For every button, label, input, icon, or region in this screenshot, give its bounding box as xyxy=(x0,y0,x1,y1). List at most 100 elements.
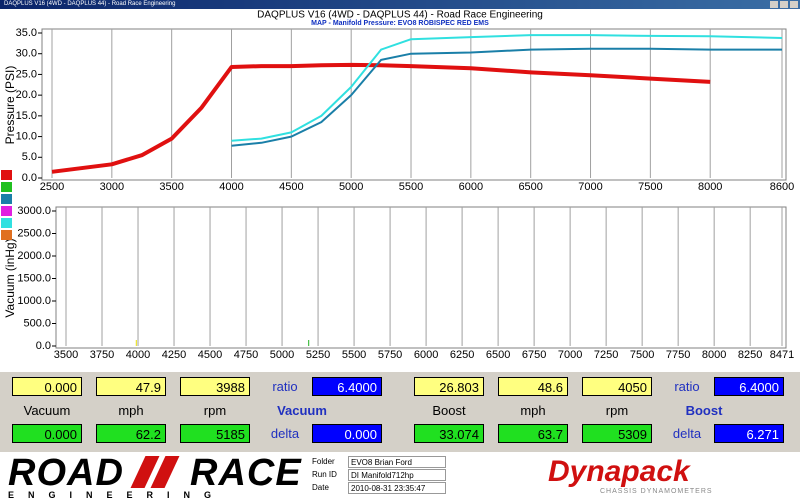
info-value: DI Manifold712hp xyxy=(348,469,446,481)
logo-race: RACE xyxy=(190,452,302,494)
y-tick-label: 20.0 xyxy=(16,89,37,101)
y-tick-label: 500.0 xyxy=(23,317,51,329)
brand-sub: CHASSIS DYNAMOMETERS xyxy=(600,488,713,495)
x-tick-label: 4000 xyxy=(126,349,150,361)
color-swatch[interactable] xyxy=(1,206,12,216)
y-axis-label: Vacuum (inHg) xyxy=(3,238,17,317)
y-tick-label: 1500.0 xyxy=(17,272,51,284)
readout-label: mph xyxy=(520,403,546,418)
readout-panel: 0.000 Vacuum 0.000 47.9 mph 62.2 3988 rpm 5185 ra… xyxy=(0,372,800,452)
x-tick-label: 4500 xyxy=(198,349,222,361)
x-tick-label: 6000 xyxy=(459,181,483,193)
color-swatch[interactable] xyxy=(1,182,12,192)
y-tick-label: 1000.0 xyxy=(17,295,51,307)
y-tick-label: 5.0 xyxy=(22,151,37,163)
delta-label: delta xyxy=(672,426,702,441)
delta-value: 0.000 xyxy=(312,424,382,443)
ratio-label: ratio xyxy=(272,379,298,394)
readout-value: 48.6 xyxy=(498,377,568,396)
y-tick-label: 30.0 xyxy=(16,48,37,60)
logo-sub: ENGINEERING xyxy=(8,490,226,500)
y-tick-label: 25.0 xyxy=(16,68,37,80)
readout-value: 26.803 xyxy=(414,377,484,396)
x-tick-label: 6500 xyxy=(486,349,510,361)
footer: ROAD RACE ENGINEERING Dynapack CHASSIS D… xyxy=(0,452,800,500)
readout-value: 0.000 xyxy=(12,424,82,443)
readout-label: mph xyxy=(118,403,144,418)
plot-area xyxy=(55,206,787,349)
x-tick-label: 6500 xyxy=(518,181,542,193)
x-tick-label: 3000 xyxy=(100,181,124,193)
info-label: Date xyxy=(312,483,329,492)
x-tick-label: 5500 xyxy=(399,181,423,193)
x-tick-label: 7000 xyxy=(558,349,582,361)
color-swatch[interactable] xyxy=(1,170,12,180)
y-tick-label: 35.0 xyxy=(16,27,37,39)
x-tick-label: 8600 xyxy=(770,181,794,193)
x-tick-label: 4750 xyxy=(234,349,258,361)
readout-value: 3988 xyxy=(180,377,250,396)
readout-value: 33.074 xyxy=(414,424,484,443)
logo-road: ROAD xyxy=(8,452,124,494)
maximize-button[interactable] xyxy=(780,1,788,8)
y-axis-label: Pressure (PSI) xyxy=(3,66,17,145)
x-tick-label: 3500 xyxy=(54,349,78,361)
delta-label: delta xyxy=(270,426,300,441)
delta-value: 6.271 xyxy=(714,424,784,443)
x-tick-label: 6750 xyxy=(522,349,546,361)
y-tick-label: 0.0 xyxy=(22,172,37,184)
x-tick-label: 8471 xyxy=(770,349,794,361)
y-tick-label: 10.0 xyxy=(16,130,37,142)
x-tick-label: 7000 xyxy=(578,181,602,193)
charts: DAQPLUS V16 (4WD - DAQPLUS 44) - Road Ra… xyxy=(1,10,794,361)
close-button[interactable] xyxy=(790,1,798,8)
series-line xyxy=(51,62,711,174)
x-tick-label: 4500 xyxy=(279,181,303,193)
x-tick-label: 8000 xyxy=(698,181,722,193)
brand: Dynapack xyxy=(548,455,690,488)
x-tick-label: 5250 xyxy=(306,349,330,361)
readout-value: 5309 xyxy=(582,424,652,443)
ratio-value: 6.4000 xyxy=(714,377,784,396)
x-tick-label: 5000 xyxy=(270,349,294,361)
x-tick-label: 7500 xyxy=(630,349,654,361)
x-tick-label: 8000 xyxy=(702,349,726,361)
x-tick-label: 5500 xyxy=(342,349,366,361)
y-tick-label: 2500.0 xyxy=(17,227,51,239)
readout-value: 63.7 xyxy=(498,424,568,443)
x-tick-label: 5000 xyxy=(339,181,363,193)
chart-subtitle: MAP - Manifold Pressure: EVO8 ROBISPEC R… xyxy=(311,20,489,27)
readout-label: Vacuum xyxy=(23,403,71,418)
group-title: Boost xyxy=(685,403,723,418)
color-swatch[interactable] xyxy=(1,230,12,240)
color-swatch[interactable] xyxy=(1,194,12,204)
chart-title: DAQPLUS V16 (4WD - DAQPLUS 44) - Road Ra… xyxy=(257,10,543,21)
series-line xyxy=(231,47,782,147)
x-tick-label: 4000 xyxy=(219,181,243,193)
y-tick-label: 2000.0 xyxy=(17,250,51,262)
x-tick-label: 3750 xyxy=(90,349,114,361)
y-tick-label: 3000.0 xyxy=(17,205,51,217)
readout-value: 0.000 xyxy=(12,377,82,396)
info-label: Folder xyxy=(312,457,335,466)
y-tick-label: 15.0 xyxy=(16,110,37,122)
info-value: EVO8 Brian Ford xyxy=(348,456,446,468)
x-tick-label: 5750 xyxy=(378,349,402,361)
x-tick-label: 6250 xyxy=(450,349,474,361)
color-swatch[interactable] xyxy=(1,218,12,228)
info-label: Run ID xyxy=(312,470,337,479)
readout-value: 62.2 xyxy=(96,424,166,443)
x-tick-label: 8250 xyxy=(738,349,762,361)
ratio-label: ratio xyxy=(674,379,700,394)
readout-value: 5185 xyxy=(180,424,250,443)
x-tick-label: 4250 xyxy=(162,349,186,361)
minimize-button[interactable] xyxy=(770,1,778,8)
x-tick-label: 7500 xyxy=(638,181,662,193)
window-title: DAQPLUS V16 (4WD - DAQPLUS 44) - Road Ra… xyxy=(4,1,176,7)
x-tick-label: 7250 xyxy=(594,349,618,361)
readout-value: 47.9 xyxy=(96,377,166,396)
y-tick-label: 0.0 xyxy=(36,340,51,352)
title-bar: DAQPLUS V16 (4WD - DAQPLUS 44) - Road Ra… xyxy=(0,0,800,9)
info-value: 2010-08-31 23:35:47 xyxy=(348,482,446,494)
